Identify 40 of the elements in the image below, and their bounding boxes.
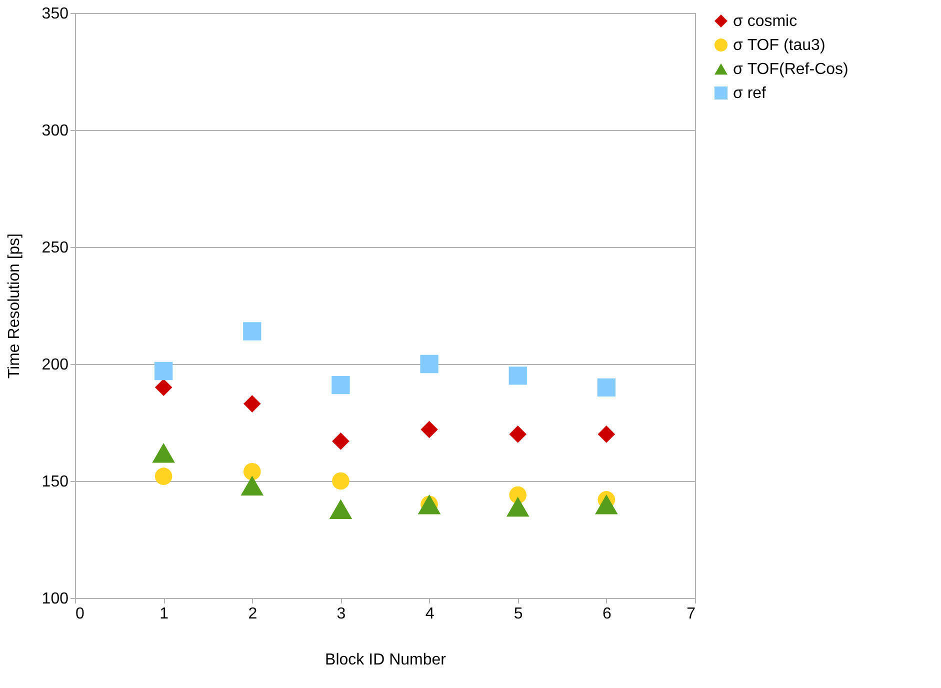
point xyxy=(595,494,618,514)
x-tick-label: 2 xyxy=(248,606,258,622)
point xyxy=(152,443,175,463)
point xyxy=(509,426,527,443)
x-tick-label: 1 xyxy=(160,606,169,622)
legend-label: σ TOF (tau3) xyxy=(733,37,826,54)
y-tick-label: 200 xyxy=(42,356,69,374)
point xyxy=(597,378,616,396)
point xyxy=(420,420,438,438)
point xyxy=(506,496,530,517)
y-tick-label: 150 xyxy=(42,474,69,490)
point xyxy=(154,362,173,380)
y-tick-label: 250 xyxy=(42,240,69,256)
point xyxy=(154,378,172,396)
point xyxy=(332,376,350,394)
y-axis-title: Time Resolution [ps] xyxy=(6,233,23,379)
x-tick-label: 4 xyxy=(425,606,434,622)
x-tick-label: 5 xyxy=(514,606,523,622)
point xyxy=(243,462,261,480)
legend-label: σ TOF(Ref-Cos) xyxy=(733,61,848,78)
point xyxy=(420,354,438,374)
x-tick-label: 6 xyxy=(602,606,612,622)
legend-label: σ ref xyxy=(733,85,767,102)
x-tick-label: 7 xyxy=(686,606,696,622)
point xyxy=(240,476,264,496)
point xyxy=(243,322,262,340)
x-tick-label: 3 xyxy=(336,606,346,622)
y-tick-label: 350 xyxy=(42,6,69,22)
x-axis-title: Block ID Number xyxy=(325,652,447,668)
point xyxy=(508,366,527,385)
y-tick-label: 300 xyxy=(42,122,69,140)
x-tick-label: 0 xyxy=(76,606,84,622)
legend-label: σ cosmic xyxy=(733,13,798,30)
point xyxy=(243,395,261,412)
point xyxy=(332,432,350,450)
point xyxy=(332,472,350,490)
y-tick-label: 100 xyxy=(42,590,69,608)
point xyxy=(154,468,172,485)
point xyxy=(329,499,352,519)
point xyxy=(598,426,616,443)
